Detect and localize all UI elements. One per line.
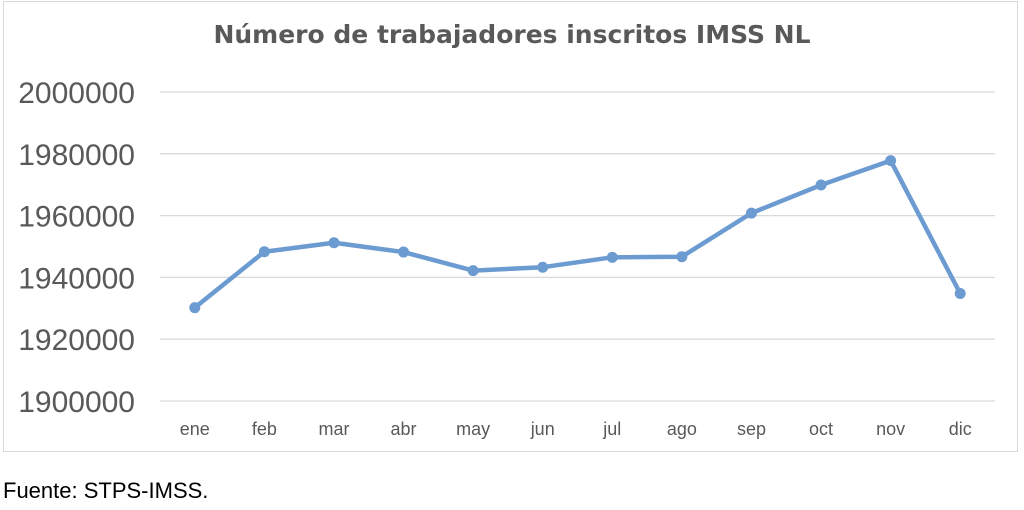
data-point	[606, 251, 618, 263]
chart-title: Número de trabajadores inscritos IMSS NL	[213, 20, 811, 49]
x-tick-label: abr	[391, 419, 417, 439]
y-tick-label: 1920000	[18, 324, 135, 357]
x-tick-label: oct	[809, 419, 833, 439]
x-tick-label: dic	[949, 419, 972, 439]
data-point	[258, 246, 270, 258]
y-axis-ticks: 2000000 1980000 1960000 1940000 1920000 19000…	[18, 77, 135, 419]
y-tick-label: 1900000	[18, 386, 135, 419]
y-tick-label: 1960000	[18, 201, 135, 234]
data-point	[467, 265, 479, 277]
gridlines	[160, 91, 995, 402]
x-tick-label: jun	[530, 419, 555, 439]
data-point	[815, 179, 827, 191]
y-tick-label: 1940000	[18, 262, 135, 295]
series-layer	[189, 155, 966, 314]
data-point	[954, 287, 966, 299]
x-tick-label: feb	[252, 419, 277, 439]
x-tick-label: ene	[180, 419, 210, 439]
x-tick-label: nov	[876, 419, 905, 439]
source-note: Fuente: STPS-IMSS.	[3, 478, 209, 503]
data-point	[676, 251, 688, 263]
data-point	[745, 207, 757, 219]
x-tick-label: sep	[737, 419, 766, 439]
series-line	[192, 158, 963, 310]
y-tick-label: 2000000	[18, 77, 135, 110]
data-point	[885, 155, 897, 167]
x-tick-label: ago	[667, 419, 697, 439]
x-tick-label: mar	[318, 419, 349, 439]
chart-frame	[3, 1, 1018, 452]
x-axis-ticks: ene feb mar abr may jun jul ago sep oct nov dic	[180, 419, 972, 439]
y-tick-label: 1980000	[18, 139, 135, 172]
data-point	[537, 261, 549, 273]
data-point	[189, 302, 201, 314]
x-tick-label: may	[456, 419, 490, 439]
data-point	[328, 237, 340, 249]
data-point	[398, 246, 410, 258]
x-tick-label: jul	[602, 419, 621, 439]
